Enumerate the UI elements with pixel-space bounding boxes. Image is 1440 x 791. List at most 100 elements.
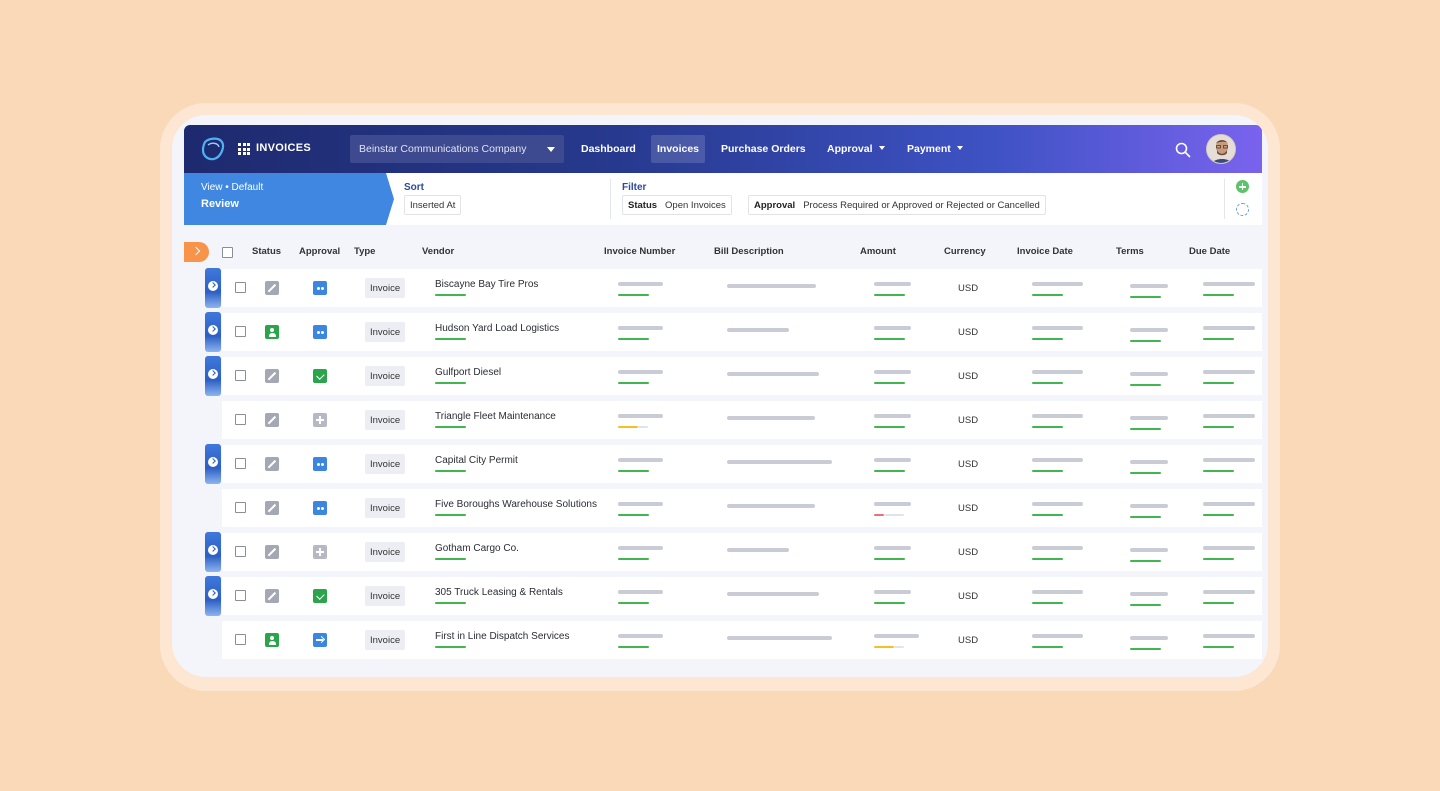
- filter-approval-chip[interactable]: Approval Process Required or Approved or …: [748, 195, 1046, 215]
- add-view-icon[interactable]: [1236, 180, 1249, 193]
- row-checkbox[interactable]: [235, 326, 246, 337]
- terms-placeholder: [1130, 460, 1168, 464]
- apps-grid-icon[interactable]: [238, 143, 250, 155]
- vendor-name[interactable]: Gulfport Diesel: [435, 367, 502, 378]
- type-chip: Invoice: [365, 410, 406, 430]
- row-checkbox[interactable]: [235, 634, 246, 645]
- row-expand-flag[interactable]: [205, 576, 221, 616]
- amount-placeholder: [874, 546, 911, 550]
- col-vendor[interactable]: Vendor: [422, 246, 455, 257]
- col-due-date[interactable]: Due Date: [1189, 246, 1231, 257]
- terms-bar: [1130, 428, 1161, 430]
- edit-status-icon[interactable]: [265, 413, 279, 427]
- avatar-portrait-icon: [1207, 135, 1235, 163]
- bill-description-placeholder: [727, 284, 816, 288]
- edit-status-icon[interactable]: [265, 501, 279, 515]
- terms-bar: [1130, 648, 1161, 650]
- edit-status-icon[interactable]: [265, 589, 279, 603]
- row-checkbox[interactable]: [235, 458, 246, 469]
- type-chip: Invoice: [365, 498, 406, 518]
- brand-logo-icon[interactable]: [200, 136, 226, 162]
- row-expand-flag[interactable]: [205, 356, 221, 396]
- row-checkbox[interactable]: [235, 546, 246, 557]
- col-currency[interactable]: Currency: [944, 246, 986, 257]
- vendor-name[interactable]: First in Line Dispatch Services: [435, 631, 570, 642]
- select-all-checkbox[interactable]: [222, 247, 233, 258]
- col-approval[interactable]: Approval: [299, 246, 341, 257]
- view-selector[interactable]: View • Default Review: [184, 173, 394, 225]
- invoice-number-bar: [618, 382, 649, 384]
- row-checkbox[interactable]: [235, 282, 246, 293]
- approval-check-icon[interactable]: [313, 589, 327, 603]
- approval-arrow-icon[interactable]: [313, 633, 327, 647]
- approval-dots-icon[interactable]: [313, 281, 327, 295]
- approval-check-icon[interactable]: [313, 369, 327, 383]
- vendor-name[interactable]: Gotham Cargo Co.: [435, 543, 519, 554]
- due-date-placeholder: [1203, 370, 1255, 374]
- type-chip: Invoice: [365, 542, 406, 562]
- divider: [610, 179, 611, 219]
- row-checkbox[interactable]: [235, 370, 246, 381]
- nav-purchase-orders[interactable]: Purchase Orders: [721, 135, 806, 163]
- terms-bar: [1130, 604, 1161, 606]
- approval-dots-icon[interactable]: [313, 501, 327, 515]
- edit-status-icon[interactable]: [265, 281, 279, 295]
- type-chip: Invoice: [365, 322, 406, 342]
- assigned-user-icon[interactable]: [265, 325, 279, 339]
- row-expand-flag[interactable]: [205, 444, 221, 484]
- refresh-icon[interactable]: [1236, 203, 1249, 216]
- vendor-name[interactable]: Triangle Fleet Maintenance: [435, 411, 556, 422]
- edit-status-icon[interactable]: [265, 545, 279, 559]
- invoice-number-bar-track: [638, 426, 648, 428]
- search-icon[interactable]: [1175, 142, 1191, 158]
- user-avatar[interactable]: [1206, 134, 1236, 164]
- row-expand-flag[interactable]: [205, 532, 221, 572]
- nav-dashboard[interactable]: Dashboard: [581, 135, 636, 163]
- filter-status-chip[interactable]: Status Open Invoices: [622, 195, 732, 215]
- amount-bar: [874, 470, 905, 472]
- row-expand-flag[interactable]: [205, 312, 221, 352]
- row-checkbox[interactable]: [235, 590, 246, 601]
- invoice-number-placeholder: [618, 458, 663, 462]
- sort-chip[interactable]: Inserted At: [404, 195, 462, 215]
- vendor-name[interactable]: 305 Truck Leasing & Rentals: [435, 587, 563, 598]
- row-expand-flag[interactable]: [205, 268, 221, 308]
- invoice-number-bar: [618, 426, 638, 428]
- filter-status-value: Open Invoices: [665, 200, 726, 211]
- col-terms[interactable]: Terms: [1116, 246, 1144, 257]
- invoices-app: INVOICES Beinstar Communications Company…: [184, 125, 1262, 670]
- row-checkbox[interactable]: [235, 502, 246, 513]
- col-status[interactable]: Status: [252, 246, 282, 257]
- nav-label: Purchase Orders: [721, 143, 806, 155]
- terms-placeholder: [1130, 284, 1168, 288]
- col-amount[interactable]: Amount: [860, 246, 896, 257]
- col-bill-description[interactable]: Bill Description: [714, 246, 784, 257]
- edit-status-icon[interactable]: [265, 457, 279, 471]
- expand-panel-button[interactable]: [184, 242, 209, 262]
- top-nav: INVOICES Beinstar Communications Company…: [184, 125, 1262, 173]
- vendor-name[interactable]: Capital City Permit: [435, 455, 518, 466]
- divider: [1224, 179, 1225, 219]
- assigned-user-icon[interactable]: [265, 633, 279, 647]
- nav-approval[interactable]: Approval: [827, 135, 885, 163]
- approval-plus-icon[interactable]: [313, 545, 327, 559]
- approval-dots-icon[interactable]: [313, 325, 327, 339]
- currency-value: USD: [958, 327, 979, 338]
- col-type[interactable]: Type: [354, 246, 376, 257]
- type-chip: Invoice: [365, 366, 406, 386]
- edit-status-icon[interactable]: [265, 369, 279, 383]
- vendor-name[interactable]: Biscayne Bay Tire Pros: [435, 279, 539, 290]
- vendor-name[interactable]: Five Boroughs Warehouse Solutions: [435, 499, 597, 510]
- col-invoice-number[interactable]: Invoice Number: [604, 246, 676, 257]
- vendor-name[interactable]: Hudson Yard Load Logistics: [435, 323, 560, 334]
- row-checkbox[interactable]: [235, 414, 246, 425]
- filter-status-label: Status: [628, 200, 658, 211]
- company-select[interactable]: Beinstar Communications Company: [350, 135, 564, 163]
- approval-plus-icon[interactable]: [313, 413, 327, 427]
- nav-invoices[interactable]: Invoices: [651, 135, 706, 163]
- col-invoice-date[interactable]: Invoice Date: [1017, 246, 1073, 257]
- nav-payment[interactable]: Payment: [907, 135, 963, 163]
- due-date-bar: [1203, 646, 1234, 648]
- approval-dots-icon[interactable]: [313, 457, 327, 471]
- due-date-bar: [1203, 426, 1234, 428]
